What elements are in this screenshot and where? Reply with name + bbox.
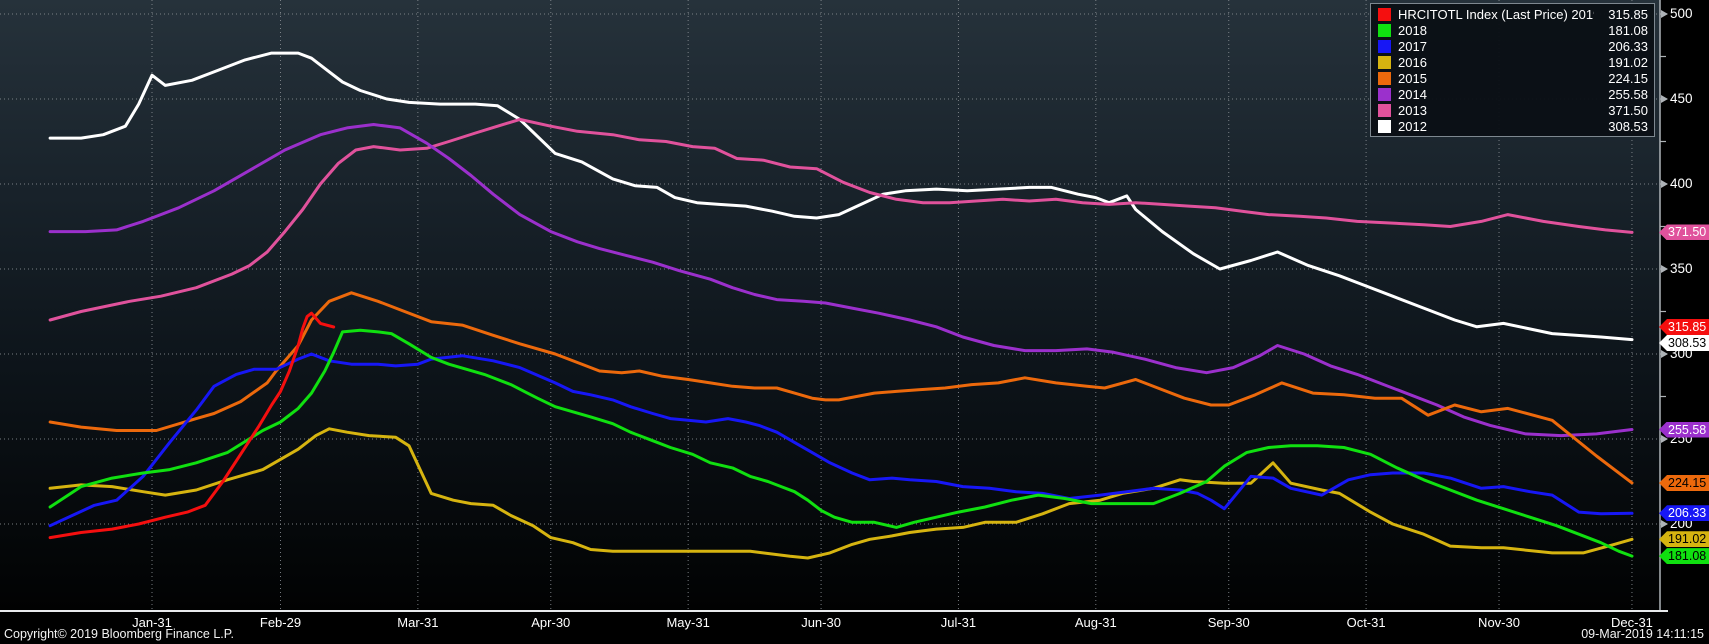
- legend-label-2018: 2018: [1398, 22, 1427, 38]
- legend-value-2017: 206.33: [1608, 38, 1648, 54]
- legend-swatch-2018: [1378, 23, 1391, 37]
- series-line-2019: [48, 311, 336, 540]
- legend-swatch-2016: [1378, 55, 1391, 69]
- x-axis-label-Apr-30: Apr-30: [531, 615, 571, 630]
- copyright-text: Copyright© 2019 Bloomberg Finance L.P.: [4, 627, 234, 641]
- chart-legend: HRCITOTL Index (Last Price) 2019 315.85 20…: [1370, 3, 1655, 137]
- x-axis-label-Feb-29: Feb-29: [259, 615, 302, 630]
- legend-value-2014: 255.58: [1608, 86, 1648, 102]
- legend-swatch-2019: [1378, 7, 1391, 21]
- series-line-2015: [48, 291, 1634, 485]
- series-line-2018: [48, 328, 1634, 558]
- legend-label-2015: 2015: [1398, 70, 1427, 86]
- legend-swatch-2017: [1378, 39, 1391, 53]
- y-tick-arrow-400: [1661, 180, 1668, 188]
- x-axis-label-May-31: May-31: [666, 615, 710, 630]
- x-axis-label-Jun-30: Jun-30: [801, 615, 841, 630]
- series-line-2014: [48, 123, 1634, 438]
- series-line-2013: [48, 117, 1634, 322]
- series-line-2016: [48, 427, 1634, 560]
- y-axis-label-500: 500: [1670, 6, 1693, 21]
- legend-row-2013[interactable]: 2013 371.50: [1378, 103, 1648, 118]
- y-tick-arrow-250: [1661, 435, 1668, 443]
- y-axis-label-350: 350: [1670, 261, 1693, 276]
- x-axis-label-Sep-30: Sep-30: [1207, 615, 1250, 630]
- price-badge-2019: 315.85: [1659, 319, 1709, 336]
- legend-row-2016[interactable]: 2016 191.02: [1378, 55, 1648, 70]
- x-axis-label-Dec-31: Dec-31: [1610, 615, 1653, 630]
- y-tick-arrow-200: [1661, 520, 1668, 528]
- legend-value-2018: 181.08: [1608, 22, 1648, 38]
- legend-value-2012: 308.53: [1608, 118, 1648, 134]
- price-badge-2014: 255.58: [1659, 421, 1709, 438]
- legend-row-2017[interactable]: 2017 206.33: [1378, 39, 1648, 54]
- legend-swatch-2015: [1378, 71, 1391, 85]
- legend-value-2013: 371.50: [1608, 102, 1648, 118]
- series-line-2017: [48, 352, 1634, 528]
- x-axis-label-Jul-31: Jul-31: [940, 615, 977, 630]
- series-line-2012: [48, 51, 1634, 342]
- x-axis-label-Aug-31: Aug-31: [1074, 615, 1117, 630]
- price-badge-2018: 181.08: [1659, 548, 1709, 565]
- legend-row-2019[interactable]: HRCITOTL Index (Last Price) 2019 315.85: [1378, 7, 1648, 22]
- price-badge-2015: 224.15: [1659, 474, 1709, 491]
- x-axis-label-Oct-31: Oct-31: [1346, 615, 1386, 630]
- price-badge-2013: 371.50: [1659, 224, 1709, 241]
- price-badge-2016: 191.02: [1659, 531, 1709, 548]
- timestamp-text: 09-Mar-2019 14:11:15: [1581, 627, 1704, 641]
- y-tick-arrow-350: [1661, 265, 1668, 273]
- y-axis-label-450: 450: [1670, 91, 1693, 106]
- price-badge-2012: 308.53: [1659, 335, 1709, 352]
- legend-swatch-2014: [1378, 87, 1391, 101]
- legend-label-2014: 2014: [1398, 86, 1427, 102]
- legend-swatch-2013: [1378, 103, 1391, 117]
- y-tick-arrow-500: [1661, 10, 1668, 18]
- legend-label-2016: 2016: [1398, 54, 1427, 70]
- x-axis-label-Nov-30: Nov-30: [1478, 615, 1520, 630]
- legend-label-2013: 2013: [1398, 102, 1427, 118]
- x-axis-label-Mar-31: Mar-31: [397, 615, 439, 630]
- y-tick-arrow-300: [1661, 350, 1668, 358]
- y-axis-label-400: 400: [1670, 176, 1693, 191]
- legend-row-2014[interactable]: 2014 255.58: [1378, 87, 1648, 102]
- legend-row-2012[interactable]: 2012 308.53: [1378, 119, 1648, 134]
- legend-value-2015: 224.15: [1608, 70, 1648, 86]
- y-tick-arrow-450: [1661, 95, 1668, 103]
- legend-row-2015[interactable]: 2015 224.15: [1378, 71, 1648, 86]
- legend-row-2018[interactable]: 2018 181.08: [1378, 23, 1648, 38]
- legend-value-2019: 315.85: [1608, 6, 1648, 22]
- legend-label-2012: 2012: [1398, 118, 1427, 134]
- legend-label-2017: 2017: [1398, 38, 1427, 54]
- legend-swatch-2012: [1378, 119, 1391, 133]
- price-badge-2017: 206.33: [1659, 505, 1709, 522]
- x-axis-label-Jan-31: Jan-31: [132, 615, 172, 630]
- legend-value-2016: 191.02: [1608, 54, 1648, 70]
- legend-label-2019: HRCITOTL Index (Last Price) 2019: [1398, 6, 1594, 22]
